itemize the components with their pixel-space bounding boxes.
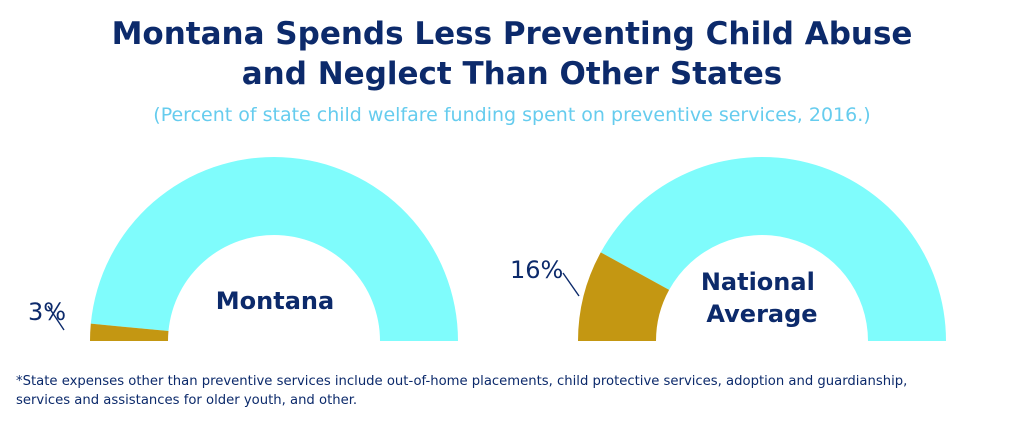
footnote-line-2: services and assistances for older youth… bbox=[16, 393, 358, 408]
chart-title-line-1: Montana Spends Less Preventing Child Abu… bbox=[111, 16, 913, 52]
gauge-national-other-slice bbox=[600, 157, 946, 341]
gauge-national-preventive-slice bbox=[578, 252, 670, 341]
footnote: *State expenses other than preventive se… bbox=[16, 372, 1016, 410]
gauge-montana-other-slice bbox=[90, 156, 459, 341]
gauge-national-center-label: National Average bbox=[701, 268, 823, 328]
gauge-national-leader-line bbox=[562, 272, 580, 297]
chart-subtitle: (Percent of state child welfare funding … bbox=[153, 104, 871, 126]
gauge-national-percent-label: 16% bbox=[510, 256, 563, 284]
gauge-montana-percent-label: 3% bbox=[28, 298, 66, 326]
gauge-national-average: 16% National Average bbox=[510, 157, 946, 341]
footnote-line-1: *State expenses other than preventive se… bbox=[16, 374, 908, 389]
gauge-montana-center-label: Montana bbox=[216, 287, 334, 315]
gauge-montana-preventive-slice bbox=[90, 323, 169, 341]
gauge-montana: 3% Montana bbox=[28, 156, 459, 341]
gauge-national-center-label-line-1: National bbox=[701, 268, 815, 296]
chart-title-line-2: and Neglect Than Other States bbox=[241, 56, 783, 92]
gauge-national-center-label-line-2: Average bbox=[706, 300, 817, 328]
gauge-montana-leader-line bbox=[47, 305, 65, 331]
gauge-montana-center-label-line-1: Montana bbox=[216, 287, 334, 315]
